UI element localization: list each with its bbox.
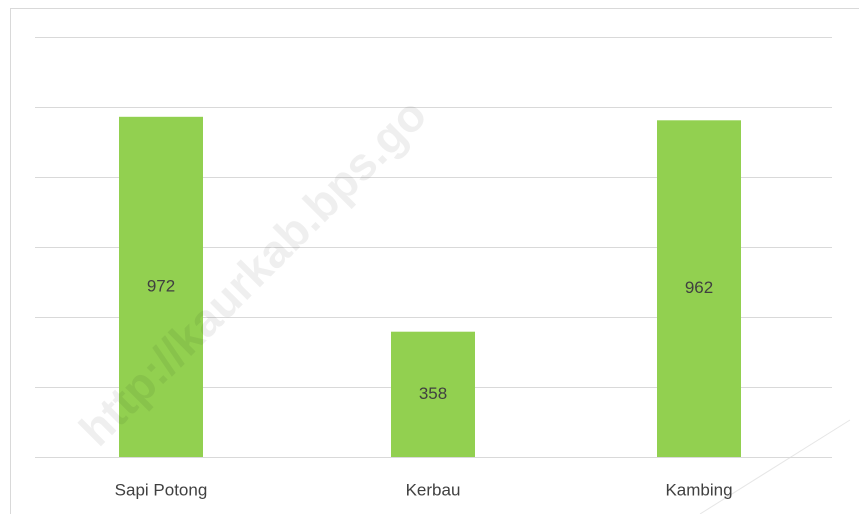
x-tick-label: Kerbau xyxy=(406,480,461,499)
data-label: 972 xyxy=(147,276,175,295)
data-label: 358 xyxy=(419,384,447,403)
x-tick-label: Sapi Potong xyxy=(115,480,208,499)
chart-border xyxy=(10,8,859,514)
data-label: 962 xyxy=(685,278,713,297)
decor-line xyxy=(699,419,851,514)
bar xyxy=(119,116,203,458)
bar xyxy=(391,331,475,457)
bar xyxy=(657,120,741,458)
x-tick-label: Kambing xyxy=(665,480,732,499)
